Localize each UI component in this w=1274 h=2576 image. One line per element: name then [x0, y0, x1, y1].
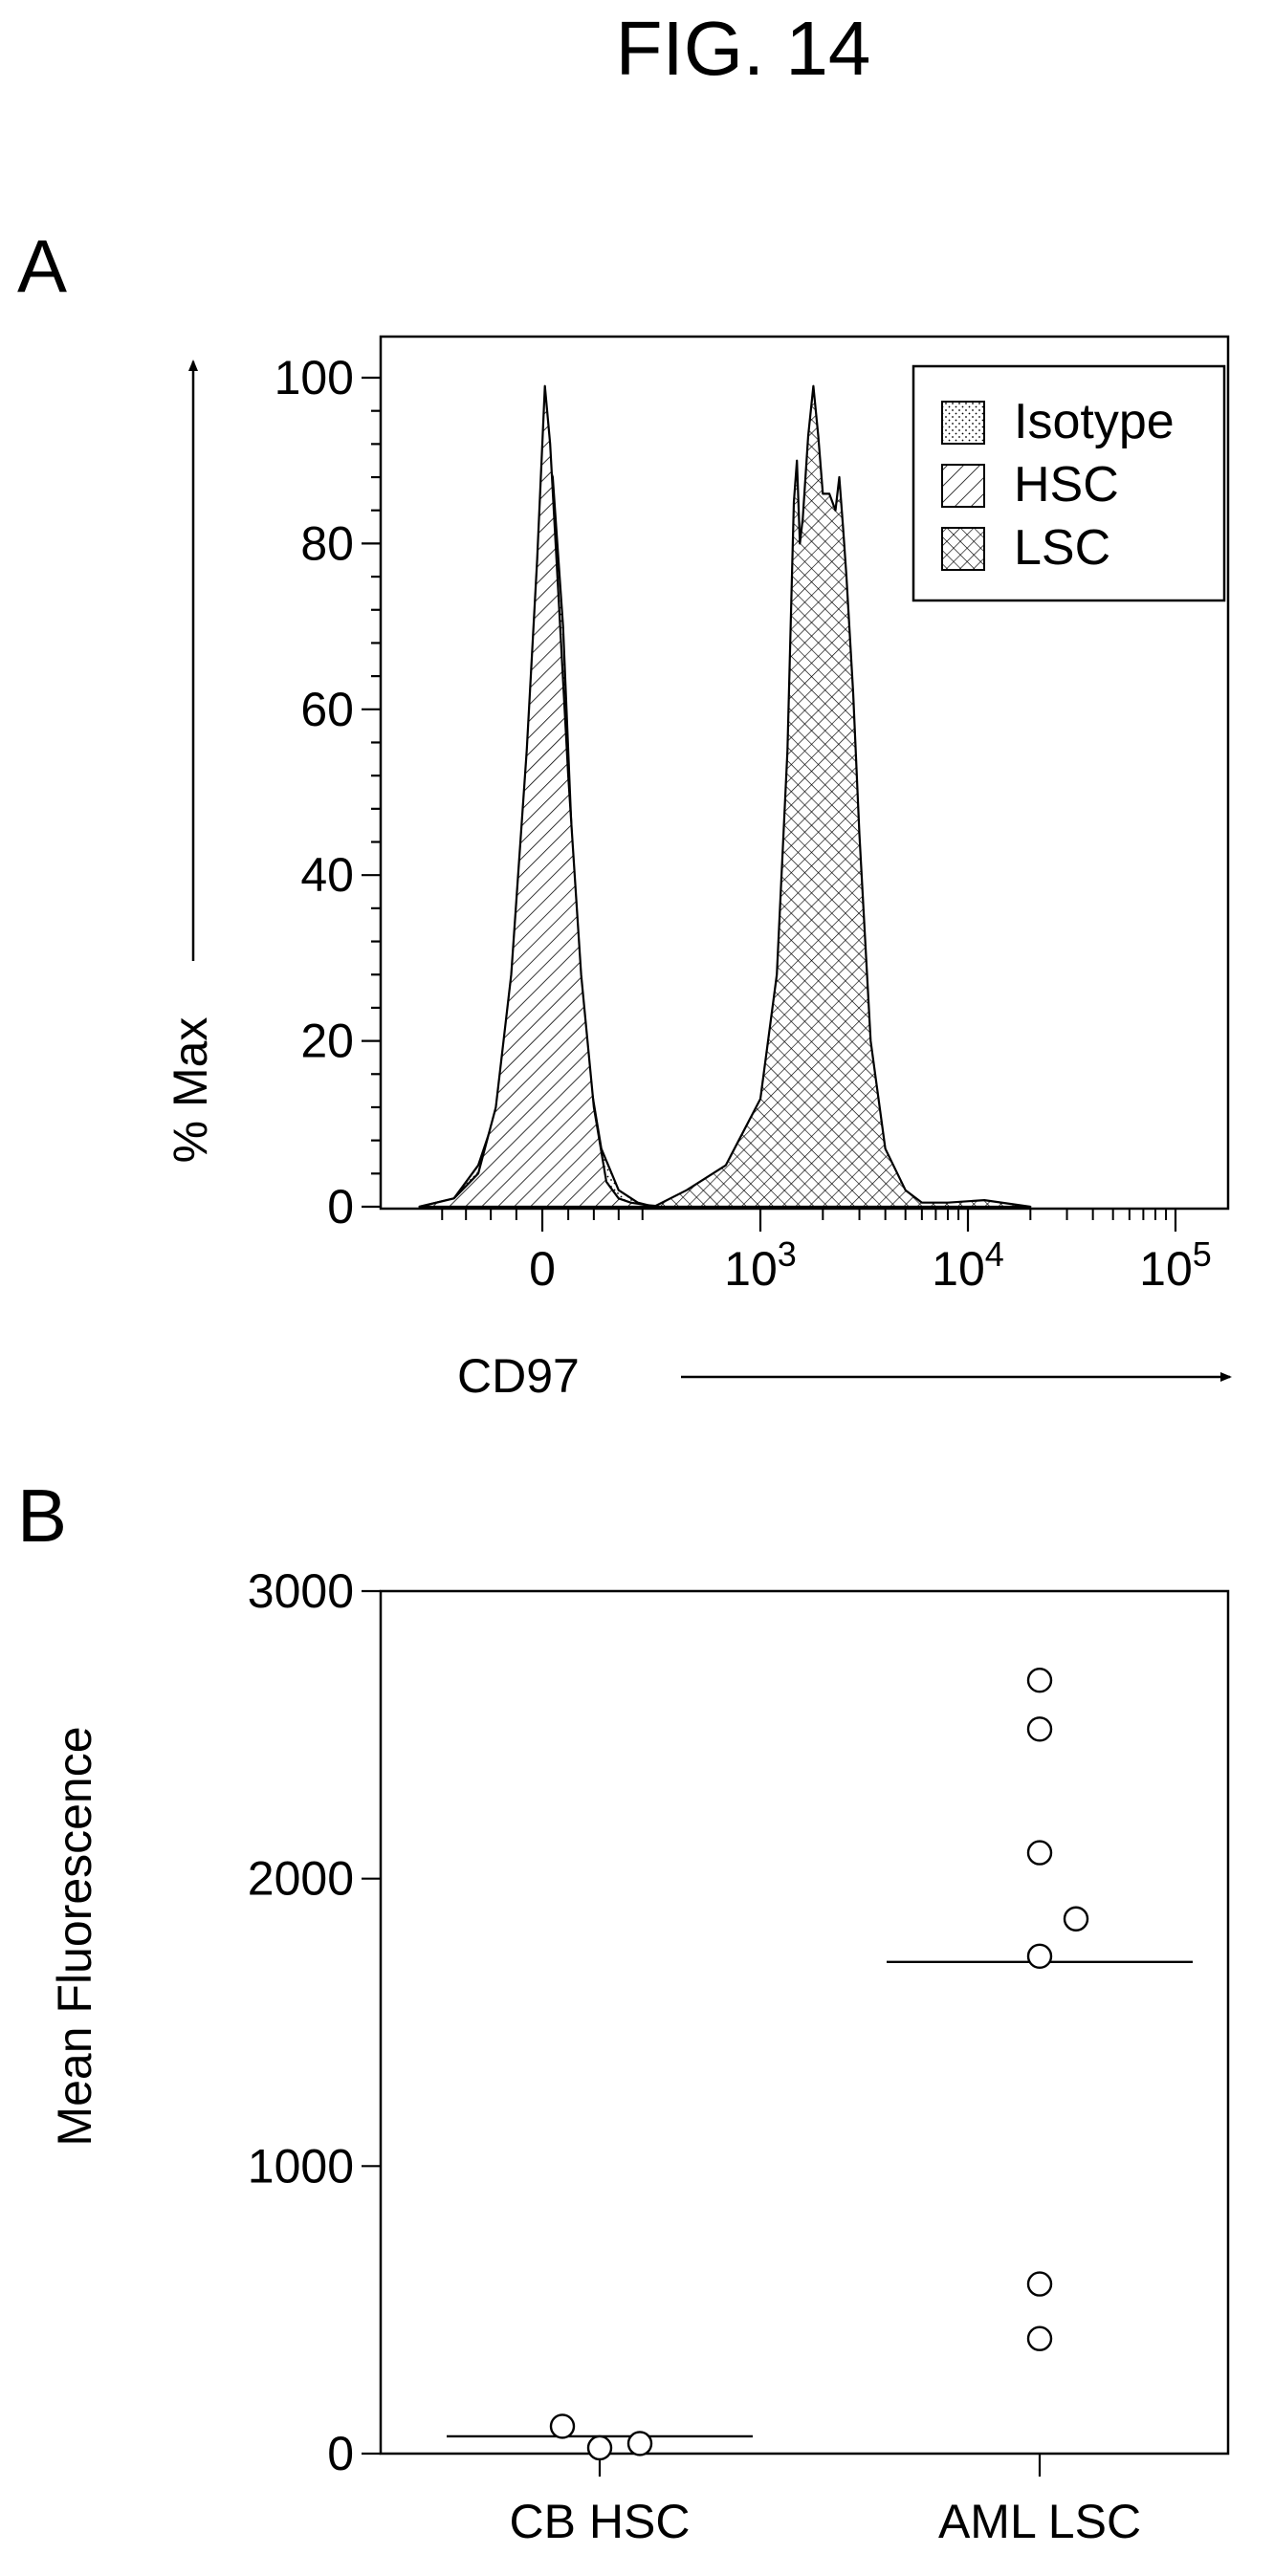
legend-swatch-lsc — [941, 527, 985, 571]
x-tick-label: 105 — [1139, 1234, 1212, 1296]
x-tick-label: 104 — [932, 1234, 1004, 1296]
scatter-plot-frame — [379, 1589, 1230, 2456]
scatter-y-axis: 0 1000 2000 3000 — [248, 1564, 381, 2480]
scatter-y-axis-label: Mean Fluorescence — [48, 1726, 101, 2146]
scatter-chart: 0 1000 2000 3000 CB HSC AML LSC Mean Fluores… — [48, 1564, 1230, 2548]
y-tick-label: 80 — [300, 516, 354, 570]
legend-label-hsc: HSC — [1014, 457, 1119, 513]
histogram-y-axis: 0 20 40 60 80 100 — [275, 351, 381, 1233]
data-point — [1026, 1668, 1053, 1693]
y-tick-label: 3000 — [248, 1564, 354, 1618]
scatter-points-group — [447, 1668, 1193, 2461]
data-point — [1026, 2325, 1053, 2351]
legend-label-lsc: LSC — [1014, 520, 1110, 576]
scatter-x-axis: CB HSC AML LSC — [510, 2454, 1141, 2548]
histogram-plot-frame — [379, 335, 1230, 1211]
legend-swatch-isotype — [941, 401, 985, 445]
data-point — [1026, 1943, 1053, 1970]
histogram-x-axis: 0 103 104 105 — [441, 1209, 1212, 1296]
x-tick-label: 0 — [529, 1242, 556, 1296]
y-tick-label: 20 — [300, 1015, 354, 1068]
data-point — [1026, 2271, 1053, 2297]
data-point — [1026, 1716, 1053, 1742]
x-tick-label: 103 — [724, 1234, 797, 1296]
y-tick-label: 2000 — [248, 1852, 354, 1906]
y-tick-label: 40 — [300, 848, 354, 902]
data-point — [1026, 1840, 1053, 1866]
panel-label-b: B — [17, 1474, 67, 1558]
histogram-legend: Isotype HSC LSC — [912, 364, 1226, 602]
data-point — [626, 2431, 653, 2456]
x-category-label: CB HSC — [510, 2495, 691, 2548]
y-tick-label: 60 — [300, 683, 354, 736]
legend-swatch-hsc — [941, 464, 985, 508]
histogram-x-axis-label: CD97 — [457, 1349, 580, 1403]
figure-title: FIG. 14 — [616, 6, 871, 91]
y-tick-label: 0 — [327, 2427, 354, 2480]
data-point — [1063, 1906, 1089, 1932]
data-point — [586, 2434, 613, 2461]
legend-label-isotype: Isotype — [1014, 394, 1175, 449]
histogram-y-axis-label: % Max — [164, 1017, 217, 1164]
data-point — [549, 2413, 576, 2439]
x-category-label: AML LSC — [938, 2495, 1141, 2548]
histogram-series-group — [418, 384, 1032, 1209]
histogram-series-lsc — [652, 384, 1032, 1209]
y-tick-label: 1000 — [248, 2139, 354, 2193]
y-tick-label: 100 — [275, 351, 354, 404]
histogram-series-hsc — [418, 384, 667, 1209]
y-tick-label: 0 — [327, 1180, 354, 1233]
panel-label-a: A — [17, 224, 67, 308]
